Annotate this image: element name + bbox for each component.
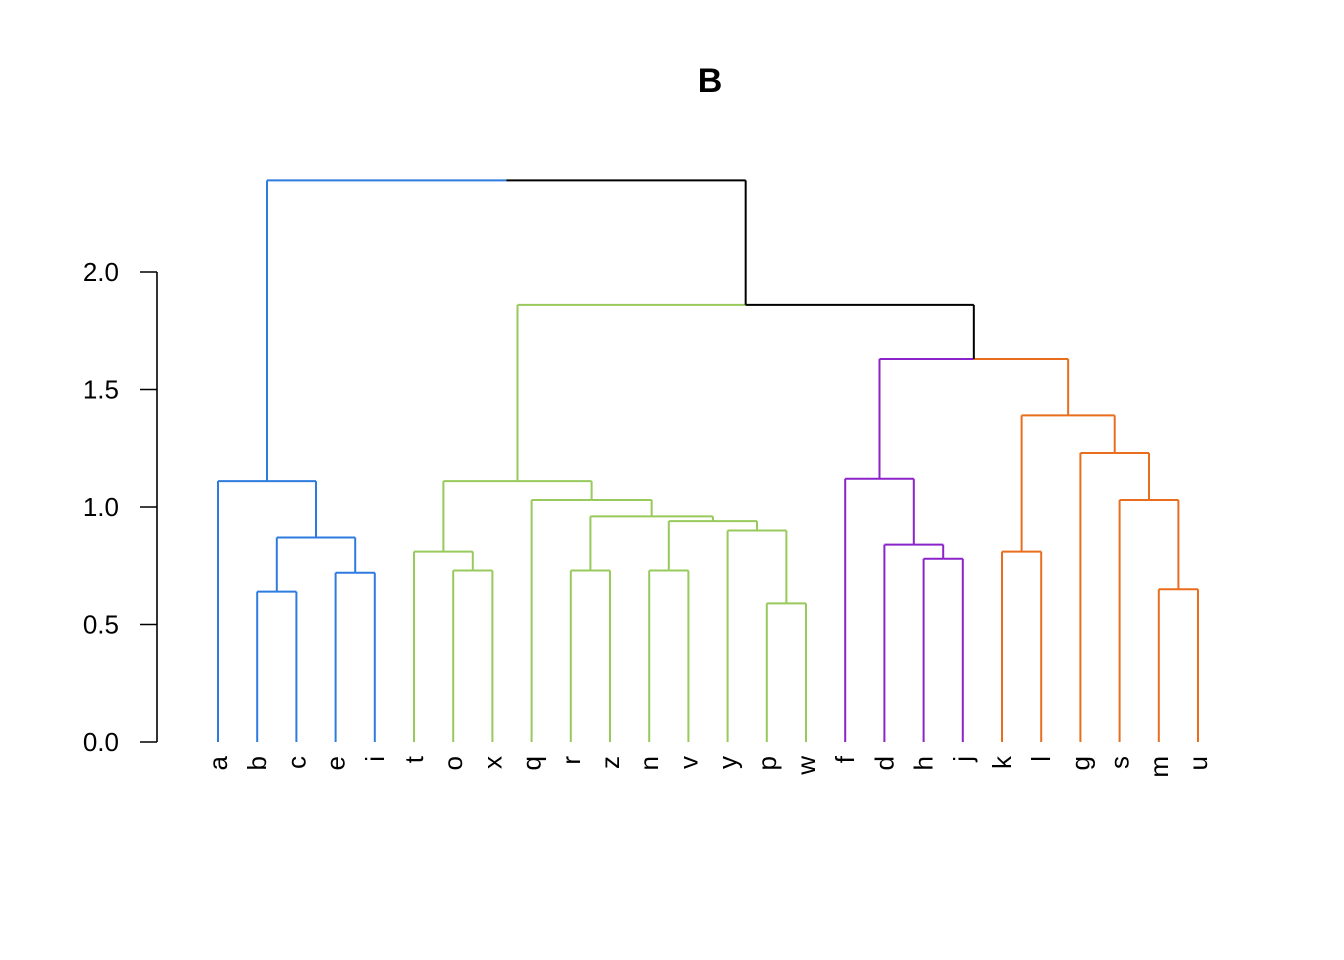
leaf-label: u (1183, 756, 1213, 770)
leaf-label: p (752, 756, 782, 770)
leaf-label: f (830, 755, 860, 763)
leaf-label: c (281, 756, 311, 769)
leaf-label: s (1105, 756, 1135, 769)
leaf-label: o (438, 756, 468, 770)
leaf-label: w (791, 756, 821, 776)
y-axis: 0.0 0.5 1.0 1.5 2.0 (83, 257, 158, 757)
leaf-label: q (517, 756, 547, 770)
leaf-label: r (556, 756, 586, 765)
leaf-label: a (203, 755, 233, 770)
leaf-label: y (713, 756, 743, 769)
chart-title: B (698, 62, 723, 100)
leaf-label: b (242, 756, 272, 770)
leaf-label: h (909, 756, 939, 770)
leaf-label: e (321, 756, 351, 770)
leaf-label: d (869, 756, 899, 770)
y-tick-label: 0.0 (83, 727, 119, 757)
y-tick-label: 1.5 (83, 375, 119, 405)
leaf-label: m (1144, 756, 1174, 778)
y-tick-label: 2.0 (83, 257, 119, 287)
y-tick-label: 1.0 (83, 492, 119, 522)
leaf-label: l (1026, 756, 1056, 762)
dendrogram-branches (217, 179, 1199, 742)
y-tick-label: 0.5 (83, 610, 119, 640)
leaf-label: k (987, 755, 1017, 769)
leaf-label: z (595, 756, 625, 769)
leaf-label: i (360, 756, 390, 762)
leaf-label: j (948, 756, 978, 763)
leaf-label: t (399, 755, 429, 763)
leaf-label: g (1065, 756, 1095, 770)
leaf-label: v (673, 756, 703, 769)
leaf-label: n (634, 756, 664, 770)
leaf-label: x (477, 756, 507, 769)
